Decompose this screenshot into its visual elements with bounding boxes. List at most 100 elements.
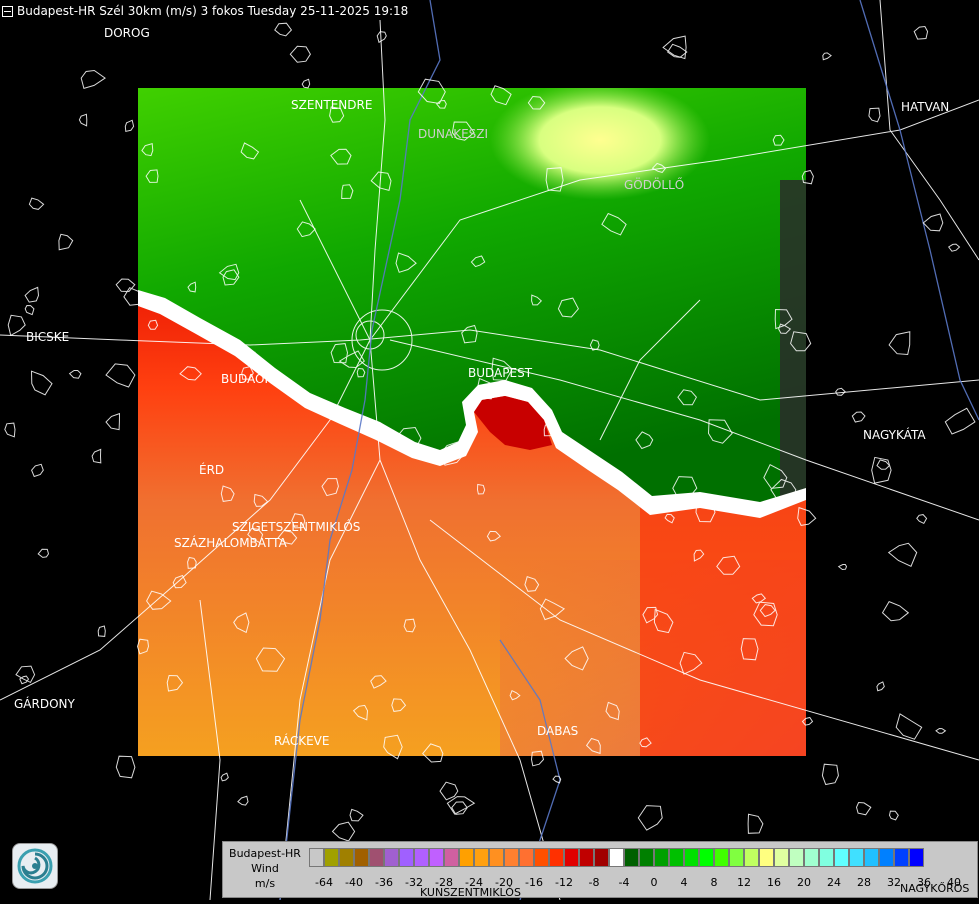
legend-swatch <box>504 848 519 867</box>
settlement-outline <box>321 478 339 497</box>
settlement-outline <box>486 530 501 542</box>
settlement-outline <box>935 727 947 734</box>
legend-tick-label: 28 <box>857 876 871 889</box>
legend-swatch <box>399 848 414 867</box>
settlement-outline <box>166 674 184 692</box>
place-label: BUDAÖRS <box>221 372 281 386</box>
settlement-outline <box>876 681 885 692</box>
settlement-outline <box>147 319 159 330</box>
settlement-outline <box>341 184 354 200</box>
legend-tick-label: 16 <box>767 876 781 889</box>
legend-tick-label: -32 <box>405 876 423 889</box>
legend-tick-label: 24 <box>827 876 841 889</box>
legend-tick-label: 40 <box>947 876 961 889</box>
place-label: RÁCKEVE <box>274 734 330 748</box>
settlement-outline <box>240 142 260 160</box>
legend-swatch <box>804 848 819 867</box>
settlement-outline <box>772 134 785 146</box>
legend-title-line: Wind <box>251 862 279 875</box>
legend-swatch <box>474 848 489 867</box>
settlement-outline <box>146 590 172 610</box>
legend-swatch <box>624 848 639 867</box>
settlement-outline <box>329 106 345 123</box>
legend-swatch <box>774 848 789 867</box>
place-label: SZÁZHALOMBATTA <box>174 536 287 550</box>
settlement-outline <box>605 701 620 721</box>
settlement-outline <box>716 555 741 575</box>
settlement-outline <box>753 601 778 627</box>
settlement-outline <box>220 772 229 782</box>
legend-swatch <box>534 848 549 867</box>
settlement-outline <box>376 31 387 44</box>
settlement-outline <box>679 651 703 675</box>
legend-swatch <box>489 848 504 867</box>
legend-swatch <box>879 848 894 867</box>
settlement-outline <box>37 548 50 558</box>
legend-swatch <box>789 848 804 867</box>
menu-icon[interactable] <box>2 5 13 17</box>
legend-swatch <box>339 848 354 867</box>
place-label: DABAS <box>537 724 579 738</box>
place-label: NAGYKŐRÖS <box>900 882 970 895</box>
legend-tick-label: -4 <box>618 876 630 889</box>
settlement-outline <box>330 343 349 364</box>
settlement-outline <box>440 441 466 466</box>
settlement-outline <box>274 22 293 37</box>
settlement-outline <box>136 638 150 655</box>
legend-tick-label: -28 <box>435 876 453 889</box>
settlement-outline <box>543 422 552 437</box>
settlement-outline <box>446 796 476 815</box>
legend-swatch <box>729 848 744 867</box>
legend-swatch <box>414 848 429 867</box>
settlement-outline <box>291 513 306 529</box>
settlement-outline <box>435 99 447 109</box>
settlement-outline <box>391 698 407 712</box>
settlement-outline <box>552 775 562 784</box>
legend-tick-label: 4 <box>680 876 688 889</box>
settlement-outline <box>4 422 16 438</box>
settlement-outline <box>666 43 688 58</box>
settlement-outline <box>289 45 311 63</box>
settlement-outline <box>30 370 53 396</box>
legend-swatch <box>894 848 909 867</box>
place-label: HATVAN <box>901 100 950 114</box>
legend-swatch <box>519 848 534 867</box>
legend-swatch <box>444 848 459 867</box>
settlement-outline <box>822 52 832 61</box>
settlement-outline <box>241 366 254 380</box>
settlement-outline <box>790 331 812 352</box>
settlement-outline <box>653 608 674 634</box>
legend-tick-label: 8 <box>710 876 718 889</box>
settlement-outline <box>635 431 654 450</box>
settlement-outline <box>944 407 976 435</box>
settlement-outline <box>871 456 892 484</box>
settlement-outline <box>31 463 44 478</box>
settlement-outline <box>141 142 154 157</box>
place-label: ÉRD <box>199 463 225 477</box>
settlement-outline <box>470 255 486 268</box>
legend-swatch <box>654 848 669 867</box>
settlement-outline <box>763 464 788 489</box>
settlement-outline <box>476 483 486 495</box>
settlement-outline <box>417 78 446 105</box>
settlement-outline <box>509 690 521 701</box>
legend-swatch <box>669 848 684 867</box>
settlement-outline <box>331 821 356 842</box>
settlement-outline <box>80 69 106 90</box>
settlement-outline <box>383 734 403 760</box>
settlement-outline <box>330 148 352 165</box>
settlement-outline <box>255 647 286 672</box>
legend-tick-label: 0 <box>650 876 658 889</box>
legend-swatch <box>639 848 654 867</box>
legend-tick-label: -8 <box>588 876 600 889</box>
settlement-outline <box>651 162 667 173</box>
legend-swatch <box>579 848 594 867</box>
place-label: NAGYKÁTA <box>863 428 926 442</box>
settlement-outline <box>253 493 269 507</box>
place-label: BUDAPEST <box>468 366 533 380</box>
settlement-outline <box>881 600 910 622</box>
settlement-outline <box>352 704 369 721</box>
legend-title-line: Budapest-HR <box>229 847 301 860</box>
settlement-outline <box>187 556 197 569</box>
legend-tick-label: -40 <box>345 876 363 889</box>
